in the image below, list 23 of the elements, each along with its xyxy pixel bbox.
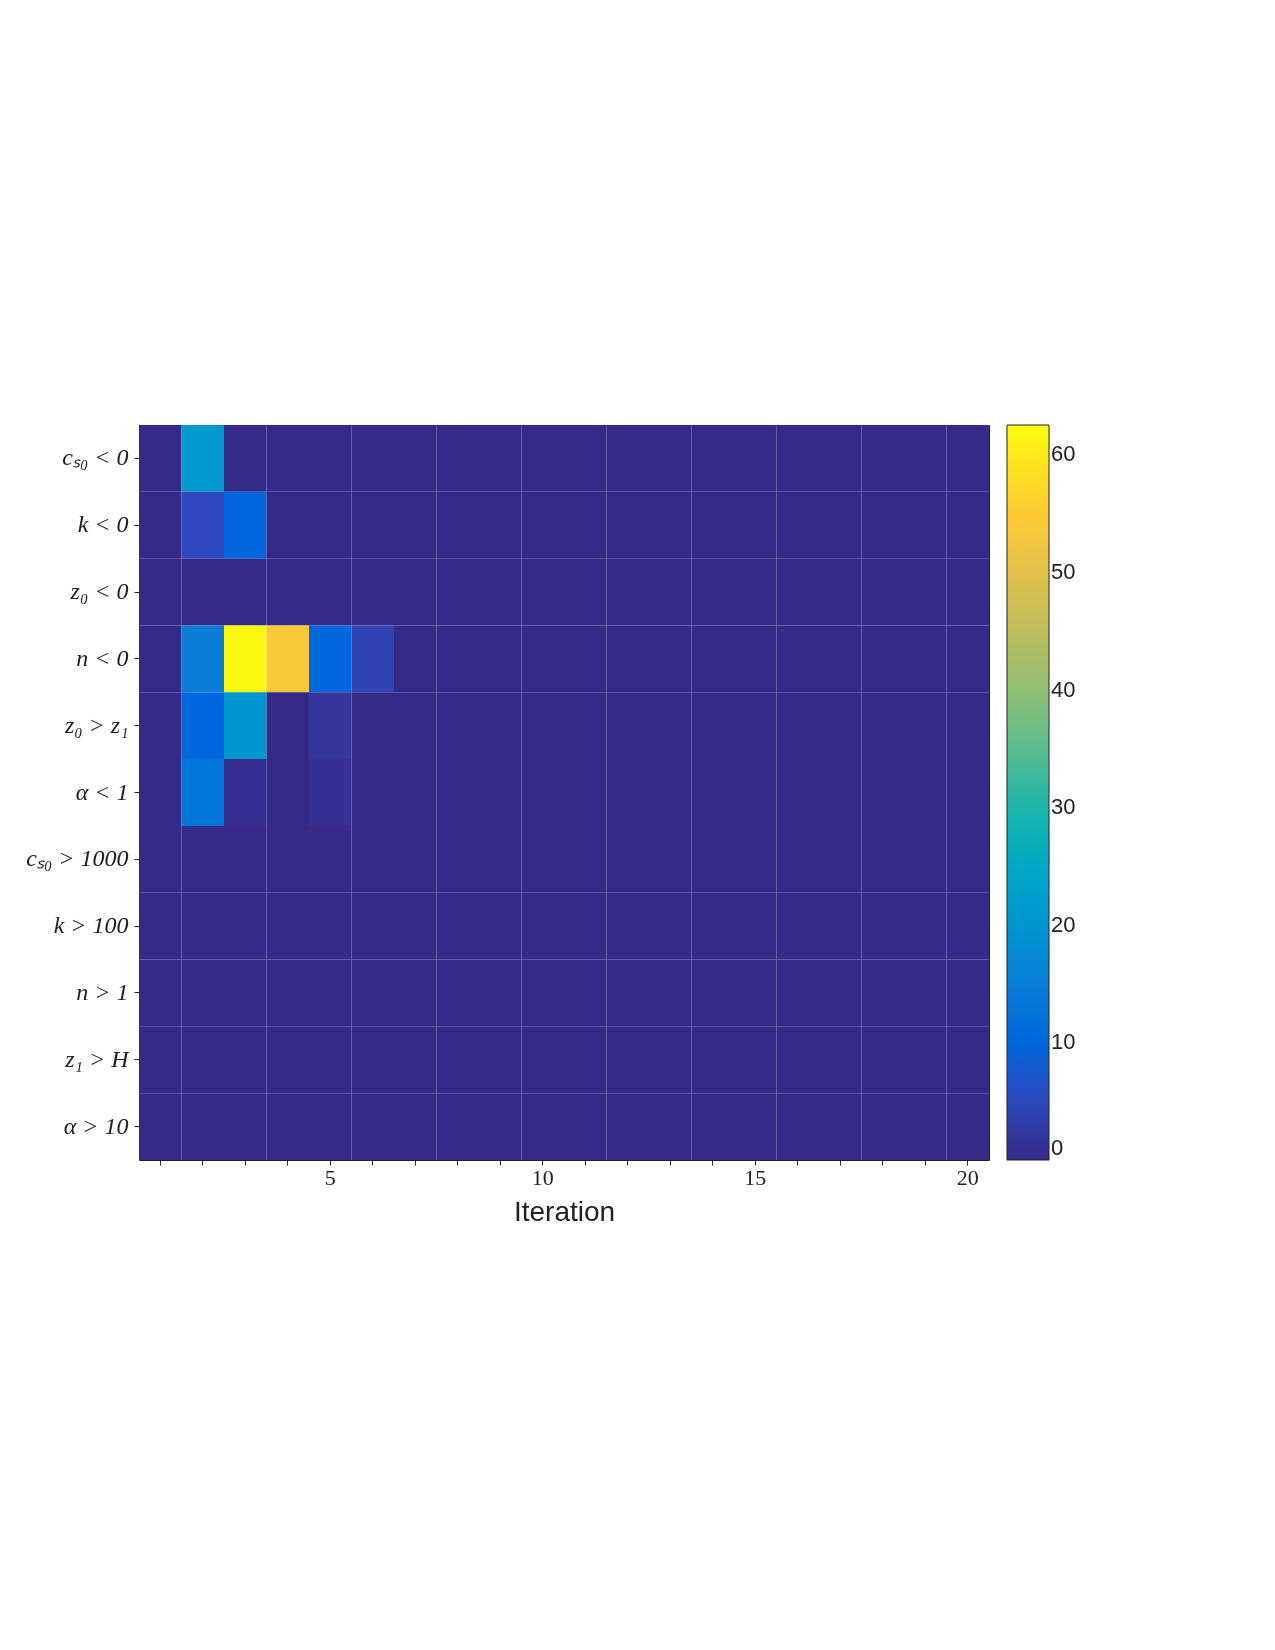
color-bar-label: 30 xyxy=(1051,794,1076,820)
color-bar-label: 50 xyxy=(1051,559,1076,584)
y-tick-label: z₀ > z₁ xyxy=(63,711,129,738)
y-tick-label: n > 1 xyxy=(76,978,129,1005)
y-tick-label: α > 10 xyxy=(63,1112,129,1139)
y-tick-label: cₛ₀ < 0 xyxy=(62,444,129,471)
color-bar-label: 20 xyxy=(1051,911,1076,937)
color-bar-label: 60 xyxy=(1051,441,1076,467)
x-tick-label: 20 xyxy=(956,1164,979,1190)
y-tick-label: k < 0 xyxy=(77,511,129,538)
color-bar-label: 10 xyxy=(1051,1029,1076,1055)
y-tick-label: α < 1 xyxy=(75,778,129,805)
color-bar-label: 0 xyxy=(1051,1135,1064,1160)
x-tick-label: 15 xyxy=(744,1164,767,1190)
x-tick-label: 10 xyxy=(531,1164,554,1190)
x-axis-title: Iteration xyxy=(513,1195,616,1227)
color-bar-label: 40 xyxy=(1051,676,1076,702)
x-tick-label: 5 xyxy=(324,1164,336,1190)
y-tick-label: z₀ < 0 xyxy=(69,578,129,605)
y-tick-label: k > 100 xyxy=(53,912,129,939)
y-tick-label: n < 0 xyxy=(76,644,129,671)
y-tick-label: cₛ₀ > 1000 xyxy=(26,845,129,872)
y-tick-label: z₁ > H xyxy=(64,1045,131,1072)
